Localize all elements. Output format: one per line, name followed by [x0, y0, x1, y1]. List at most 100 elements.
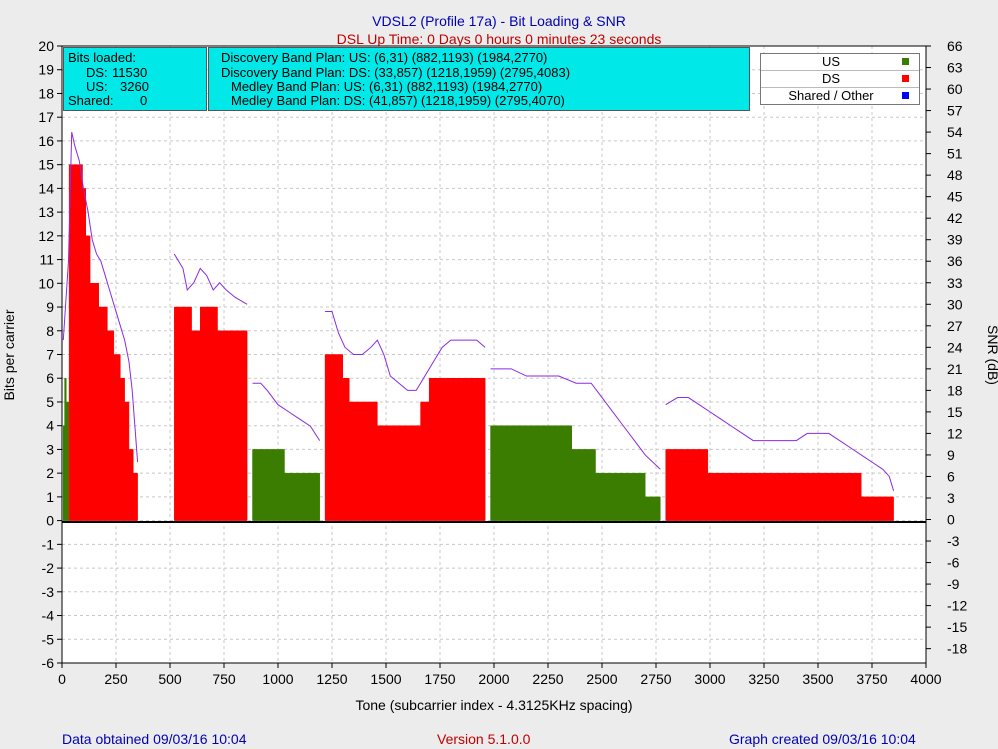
- legend-item-ds: DS: [761, 71, 919, 88]
- y-tick-label: 17: [38, 109, 54, 125]
- y-tick-label: 16: [38, 133, 54, 149]
- y2-tick-label: 3: [947, 490, 955, 506]
- us-bit-segment: [490, 425, 661, 521]
- y-tick-label: 2: [46, 465, 54, 481]
- uptime-subtitle: DSL Up Time: 0 Days 0 hours 0 minutes 23…: [336, 31, 662, 47]
- x-tick-label: 250: [104, 671, 128, 687]
- ds-bits-value: 11530: [112, 65, 148, 80]
- x-tick-label: 1750: [424, 671, 455, 687]
- y2-tick-label: 30: [947, 296, 963, 312]
- y2-tick-label: 12: [947, 425, 963, 441]
- y-tick-label: 15: [38, 157, 54, 173]
- y-tick-label: 11: [39, 252, 54, 268]
- snr-line-segment: [62, 131, 139, 463]
- y-tick-label: 6: [46, 370, 54, 386]
- y-tick-label: 8: [46, 323, 54, 339]
- chart-legend: US DS Shared / Other: [760, 53, 920, 105]
- y2-tick-label: 33: [947, 275, 963, 291]
- legend-label: Shared / Other: [788, 88, 874, 103]
- snr-line-segment: [173, 253, 248, 305]
- x-tick-label: 0: [58, 671, 66, 687]
- us-bits-value: 3260: [120, 79, 149, 94]
- y-tick-label: 20: [38, 38, 54, 54]
- y-tick-label: -5: [42, 631, 55, 647]
- y-tick-label: 9: [46, 299, 54, 315]
- y2-tick-label: 48: [947, 167, 963, 183]
- y2-tick-label: 45: [947, 189, 963, 205]
- x-tick-label: 4000: [910, 671, 941, 687]
- legend-swatch: [902, 58, 909, 65]
- y-tick-label: 12: [38, 228, 54, 244]
- bits-loaded-box: Bits loaded: DS: 11530 US: 3260 Shared: …: [63, 47, 207, 111]
- x-tick-label: 2500: [586, 671, 617, 687]
- us-bits-label: US:: [86, 79, 108, 94]
- legend-swatch: [902, 92, 909, 99]
- ds-bit-segment: [324, 354, 486, 521]
- y2-tick-label: 42: [947, 210, 963, 226]
- footer-data-obtained: Data obtained 09/03/16 10:04: [62, 731, 247, 747]
- y-tick-label: 7: [46, 347, 54, 363]
- shared-bits-label: Shared:: [68, 93, 114, 108]
- shared-bits-value: 0: [140, 93, 148, 108]
- y-tick-label: 1: [46, 489, 54, 505]
- legend-item-us: US: [761, 54, 919, 71]
- x-tick-label: 1500: [370, 671, 401, 687]
- y2-tick-label: 63: [947, 60, 963, 76]
- y2-tick-label: 60: [947, 81, 963, 97]
- band-plan-box: Discovery Band Plan: US: (6,31) (882,119…: [208, 47, 750, 111]
- y2-tick-label: 21: [947, 361, 963, 377]
- x-tick-label: 500: [158, 671, 182, 687]
- y2-tick-label: 39: [947, 232, 963, 248]
- y-tick-label: 4: [46, 418, 54, 434]
- x-tick-label: 2750: [640, 671, 671, 687]
- y2-axis-label: SNR (dB): [985, 325, 998, 385]
- footer-version: Version 5.1.0.0: [437, 731, 531, 747]
- y-tick-label: 10: [38, 275, 54, 291]
- bits-loaded-heading: Bits loaded:: [68, 50, 136, 65]
- y2-tick-label: 6: [947, 468, 955, 484]
- legend-swatch: [902, 75, 909, 82]
- chart-title: VDSL2 (Profile 17a) - Bit Loading & SNR: [372, 13, 626, 29]
- ds-bit-segment: [665, 449, 894, 521]
- y2-tick-label: 18: [947, 382, 963, 398]
- y-axis-label: Bits per carrier: [1, 309, 17, 400]
- y-tick-label: 0: [46, 513, 54, 529]
- band-plan-line: Medley Band Plan: US: (6,31) (882,1193) …: [231, 79, 543, 94]
- y-tick-label: 19: [38, 62, 54, 78]
- y2-tick-label: 15: [947, 404, 963, 420]
- y-tick-label: -2: [42, 560, 55, 576]
- legend-label: DS: [821, 71, 841, 86]
- y2-tick-label: 57: [947, 103, 963, 119]
- band-plan-line: Medley Band Plan: DS: (41,857) (1218,195…: [231, 93, 565, 108]
- y2-tick-label: 24: [947, 339, 963, 355]
- y2-tick-label: 36: [947, 253, 963, 269]
- ds-bit-segment: [174, 306, 248, 521]
- y-tick-label: -4: [42, 608, 55, 624]
- y-tick-label: -1: [42, 536, 55, 552]
- y2-tick-label: -12: [947, 598, 967, 614]
- y2-tick-label: -15: [947, 619, 967, 635]
- y-tick-label: 13: [38, 204, 54, 220]
- snr-line-segment: [490, 368, 661, 470]
- y-tick-label: 14: [38, 180, 54, 196]
- y2-tick-label: 27: [947, 318, 963, 334]
- x-tick-label: 2000: [478, 671, 509, 687]
- x-tick-label: 3250: [748, 671, 779, 687]
- y-tick-label: 18: [38, 85, 54, 101]
- x-tick-label: 750: [212, 671, 236, 687]
- x-tick-label: 3750: [856, 671, 887, 687]
- us-bit-segment: [252, 449, 320, 521]
- x-axis-label: Tone (subcarrier index - 4.3125KHz spaci…: [355, 697, 632, 713]
- y-tick-label: -3: [42, 584, 55, 600]
- legend-label: US: [821, 54, 841, 69]
- x-tick-label: 3000: [694, 671, 725, 687]
- us-bit-segment: [63, 377, 69, 521]
- y2-tick-label: -18: [947, 641, 967, 657]
- y-tick-label: -6: [42, 655, 55, 671]
- legend-item-shared: Shared / Other: [761, 88, 919, 104]
- y2-tick-label: 54: [947, 124, 963, 140]
- y2-tick-label: 66: [947, 38, 963, 54]
- snr-line-segment: [665, 397, 895, 491]
- y2-tick-label: -3: [947, 533, 960, 549]
